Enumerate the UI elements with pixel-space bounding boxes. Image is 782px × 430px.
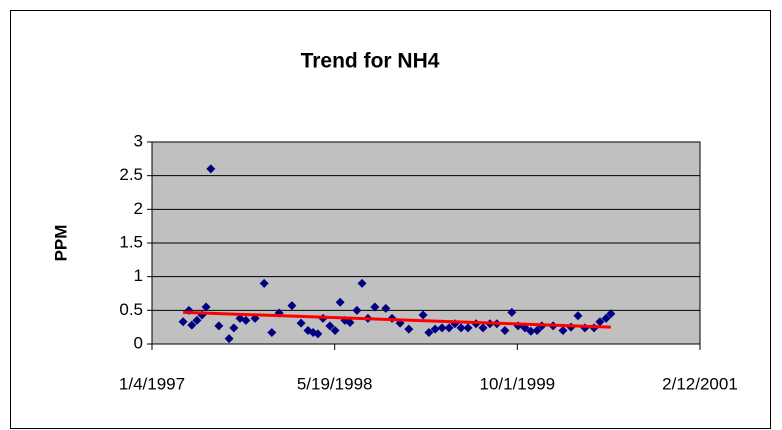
data-point — [573, 311, 583, 321]
y-tick-label: 3 — [134, 131, 143, 150]
y-tick-label: 0 — [134, 333, 143, 352]
data-point — [444, 323, 454, 333]
data-point — [456, 323, 466, 333]
data-point — [325, 321, 335, 331]
y-axis-label: PPM — [51, 225, 70, 262]
data-point — [345, 317, 355, 327]
data-point — [437, 323, 447, 333]
data-point — [224, 334, 234, 344]
data-point — [178, 317, 188, 327]
data-point — [606, 309, 616, 319]
x-tick-label: 1/4/1997 — [119, 374, 185, 393]
data-point — [595, 317, 605, 327]
y-tick-label: 0.5 — [119, 300, 143, 319]
data-point — [558, 326, 568, 336]
data-point — [507, 307, 517, 317]
data-point — [532, 326, 542, 336]
data-point — [287, 301, 297, 311]
y-tick-label: 1 — [134, 266, 143, 285]
chart-title: Trend for NH4 — [301, 50, 440, 73]
data-point — [381, 303, 391, 313]
data-point — [500, 326, 510, 336]
data-point — [463, 323, 473, 333]
data-point — [214, 321, 224, 331]
data-point — [335, 297, 345, 307]
y-tick-label: 1.5 — [119, 232, 143, 251]
x-tick-label: 5/19/1998 — [297, 374, 373, 393]
data-point — [229, 323, 239, 333]
data-point — [192, 315, 202, 325]
data-point — [206, 164, 216, 174]
data-point — [330, 326, 340, 336]
x-tick-label: 10/1/1999 — [480, 374, 556, 393]
data-point — [313, 329, 323, 339]
data-point — [267, 328, 277, 338]
data-point — [601, 313, 611, 323]
data-point — [201, 302, 211, 312]
data-point — [430, 324, 440, 334]
data-point — [352, 305, 362, 315]
data-point — [241, 315, 251, 325]
data-point — [418, 310, 428, 320]
data-point — [296, 318, 306, 328]
data-point — [259, 278, 269, 288]
data-point — [187, 320, 197, 330]
y-tick-label: 2.5 — [119, 165, 143, 184]
data-point — [357, 278, 367, 288]
x-tick-label: 2/12/2001 — [662, 374, 738, 393]
data-point — [404, 324, 414, 334]
y-tick-label: 2 — [134, 199, 143, 218]
data-point — [478, 323, 488, 333]
data-point — [526, 326, 536, 336]
data-point — [370, 302, 380, 312]
trendline — [183, 310, 611, 329]
data-point — [424, 328, 434, 338]
